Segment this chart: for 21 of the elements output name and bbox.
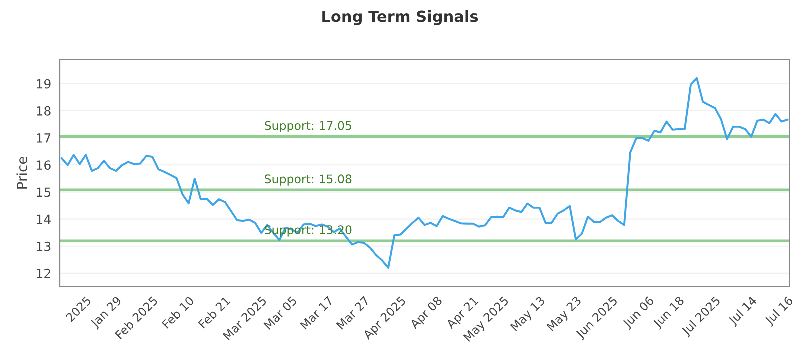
y-tick-label: 13 <box>37 242 51 252</box>
y-tick-label: 15 <box>37 188 51 198</box>
y-tick-label: 19 <box>37 79 51 89</box>
ref-line-label: Support: 17.05 <box>265 121 352 133</box>
line-series <box>60 77 789 270</box>
y-axis-title: Price <box>16 157 28 189</box>
y-tick-label: 18 <box>37 106 51 116</box>
x-tick-label: Feb 21 <box>198 296 231 330</box>
ref-line-label: Support: 15.08 <box>265 174 352 186</box>
x-tick-label: Apr 08 <box>409 296 444 332</box>
x-tick-label: Feb 10 <box>162 296 195 330</box>
x-tick-label: Mar 27 <box>336 296 370 330</box>
x-tick-label: Jul 16 <box>764 296 796 328</box>
y-tick-label: 14 <box>37 214 51 224</box>
y-tick-label: 17 <box>37 134 51 143</box>
x-tick-label: Jul 14 <box>728 296 760 328</box>
x-tick-label: Jan 29 <box>90 296 124 330</box>
y-tick-label: 16 <box>37 160 51 170</box>
chart-title: Long Term Signals <box>322 10 478 26</box>
x-tick-label: Mar 17 <box>300 296 334 330</box>
y-tick-label: 12 <box>37 268 50 278</box>
